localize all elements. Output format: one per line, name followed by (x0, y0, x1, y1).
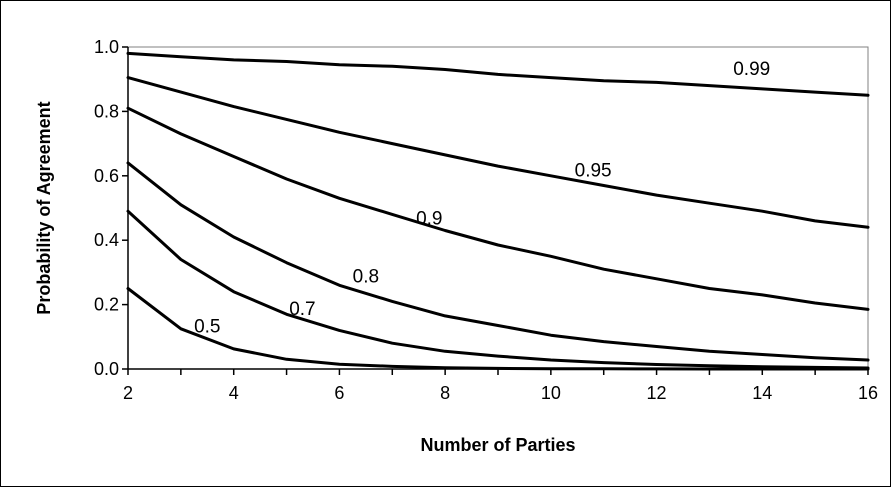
curve-label: 0.95 (575, 160, 612, 181)
curve-labels: 0.99 0.95 0.9 0.8 0.7 0.5 (194, 59, 770, 338)
series-line-0_99 (126, 51, 870, 97)
y-tick-label: 1.0 (94, 37, 119, 57)
curve-label: 0.99 (733, 59, 770, 80)
y-tick-label: 0.2 (94, 295, 119, 315)
y-tick-label: 0.8 (94, 101, 119, 121)
y-axis-title: Probability of Agreement (34, 101, 54, 314)
x-tick-label: 16 (858, 383, 878, 403)
x-tick-label: 2 (123, 383, 133, 403)
x-tick-label: 12 (647, 383, 667, 403)
series-line-0_5 (126, 287, 870, 371)
series-line-0_95 (126, 76, 870, 229)
x-tick-label: 8 (440, 383, 450, 403)
x-tick-label: 6 (334, 383, 344, 403)
curve-label: 0.5 (194, 317, 220, 338)
x-axis: 2 4 6 8 10 12 14 16 (123, 368, 878, 403)
y-axis: 0.0 0.2 0.4 0.6 0.8 1.0 (94, 37, 129, 379)
series-line-0_7 (126, 209, 870, 370)
x-tick-label: 14 (752, 383, 772, 403)
curve-label: 0.9 (416, 209, 442, 230)
x-tick-label: 4 (229, 383, 239, 403)
y-tick-label: 0.6 (94, 166, 119, 186)
y-tick-label: 0.0 (94, 359, 119, 379)
curve-label: 0.8 (353, 267, 379, 288)
x-tick-label: 10 (541, 383, 561, 403)
series-group (126, 51, 870, 371)
series-line-0_8 (126, 161, 870, 362)
plot-area (127, 46, 869, 370)
curve-label: 0.7 (289, 299, 315, 320)
x-axis-title: Number of Parties (420, 435, 575, 455)
series-line-0_9 (126, 106, 870, 311)
y-tick-label: 0.4 (94, 230, 119, 250)
